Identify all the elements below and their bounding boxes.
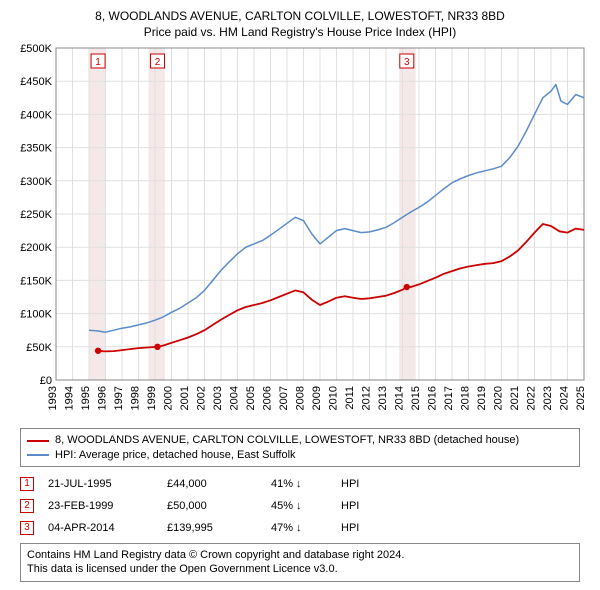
sale-date: 21-JUL-1995 xyxy=(48,478,153,490)
legend-label-hpi: HPI: Average price, detached house, East… xyxy=(55,448,296,462)
svg-text:2009: 2009 xyxy=(311,386,323,410)
svg-text:£500K: £500K xyxy=(20,44,52,55)
svg-text:1: 1 xyxy=(95,57,101,68)
svg-text:£100K: £100K xyxy=(20,309,52,321)
svg-text:2011: 2011 xyxy=(344,386,356,410)
sale-marker-icon: 3 xyxy=(20,521,34,535)
sales-row: 1 21-JUL-1995 £44,000 41%↓ HPI xyxy=(20,477,580,491)
svg-text:2022: 2022 xyxy=(526,386,538,410)
sale-price: £50,000 xyxy=(167,500,257,512)
legend-row: HPI: Average price, detached house, East… xyxy=(27,448,573,462)
svg-text:2010: 2010 xyxy=(328,386,340,410)
svg-text:2018: 2018 xyxy=(460,386,472,410)
sale-pct-value: 47% xyxy=(271,522,293,534)
footnote-line-1: Contains HM Land Registry data © Crown c… xyxy=(27,548,573,562)
svg-text:£400K: £400K xyxy=(20,110,52,122)
svg-text:2003: 2003 xyxy=(212,386,224,410)
svg-text:2001: 2001 xyxy=(179,386,191,410)
svg-text:£300K: £300K xyxy=(20,176,52,188)
svg-text:1998: 1998 xyxy=(130,386,142,410)
svg-text:£350K: £350K xyxy=(20,143,52,155)
sale-date: 23-FEB-1999 xyxy=(48,500,153,512)
svg-text:1996: 1996 xyxy=(97,386,109,410)
sale-price: £139,995 xyxy=(167,522,257,534)
sale-pct: 45%↓ xyxy=(271,500,327,512)
chart-container: 8, WOODLANDS AVENUE, CARLTON COLVILLE, L… xyxy=(0,0,600,590)
sales-table: 121-JUL-1995£44,00041%↓HPI223-FEB-1999£5… xyxy=(20,477,580,535)
svg-text:2002: 2002 xyxy=(196,386,208,410)
down-arrow-icon: ↓ xyxy=(296,478,302,490)
sale-pct: 41%↓ xyxy=(271,478,327,490)
svg-text:1993: 1993 xyxy=(47,386,59,410)
svg-text:1995: 1995 xyxy=(80,386,92,410)
svg-text:2021: 2021 xyxy=(509,386,521,410)
svg-text:2007: 2007 xyxy=(278,386,290,410)
sale-hpi-suffix: HPI xyxy=(341,500,359,512)
legend-box: 8, WOODLANDS AVENUE, CARLTON COLVILLE, L… xyxy=(20,428,580,467)
sales-row: 3 04-APR-2014 £139,995 47%↓ HPI xyxy=(20,521,580,535)
legend-row: 8, WOODLANDS AVENUE, CARLTON COLVILLE, L… xyxy=(27,433,573,447)
svg-text:2013: 2013 xyxy=(377,386,389,410)
chart-area: £0 £50K £100K £150K £200K £250K £300K £350K £400… xyxy=(10,44,590,422)
down-arrow-icon: ↓ xyxy=(296,522,302,534)
svg-text:2014: 2014 xyxy=(394,386,406,410)
svg-text:2000: 2000 xyxy=(163,386,175,410)
sale-price: £44,000 xyxy=(167,478,257,490)
chart-svg: £0 £50K £100K £150K £200K £250K £300K £350K £400… xyxy=(10,44,590,422)
svg-text:2015: 2015 xyxy=(410,386,422,410)
svg-text:2016: 2016 xyxy=(427,386,439,410)
legend-swatch-hpi xyxy=(27,454,49,456)
sales-row: 2 23-FEB-1999 £50,000 45%↓ HPI xyxy=(20,499,580,513)
title-line-2: Price paid vs. HM Land Registry's House … xyxy=(10,24,590,40)
svg-text:1997: 1997 xyxy=(113,386,125,410)
svg-text:£50K: £50K xyxy=(26,342,52,354)
legend-label-property: 8, WOODLANDS AVENUE, CARLTON COLVILLE, L… xyxy=(55,433,519,447)
svg-text:2005: 2005 xyxy=(245,386,257,410)
svg-text:2017: 2017 xyxy=(443,386,455,410)
footnote-line-2: This data is licensed under the Open Gov… xyxy=(27,562,573,576)
svg-text:2004: 2004 xyxy=(229,386,241,410)
svg-text:£250K: £250K xyxy=(20,209,52,221)
sale-date: 04-APR-2014 xyxy=(48,522,153,534)
svg-text:£450K: £450K xyxy=(20,77,52,89)
title-line-1: 8, WOODLANDS AVENUE, CARLTON COLVILLE, L… xyxy=(10,8,590,24)
sale-pct: 47%↓ xyxy=(271,522,327,534)
sale-marker-icon: 2 xyxy=(20,499,34,513)
svg-text:2006: 2006 xyxy=(262,386,274,410)
title-block: 8, WOODLANDS AVENUE, CARLTON COLVILLE, L… xyxy=(10,8,590,40)
svg-text:1999: 1999 xyxy=(146,386,158,410)
svg-text:2019: 2019 xyxy=(476,386,488,410)
legend-swatch-property xyxy=(27,440,49,442)
svg-text:2023: 2023 xyxy=(542,386,554,410)
svg-text:2008: 2008 xyxy=(295,386,307,410)
svg-text:2: 2 xyxy=(155,57,161,68)
svg-text:£200K: £200K xyxy=(20,243,52,255)
footnote-box: Contains HM Land Registry data © Crown c… xyxy=(20,543,580,582)
svg-text:2012: 2012 xyxy=(361,386,373,410)
svg-text:1994: 1994 xyxy=(64,386,76,410)
sale-pct-value: 45% xyxy=(271,500,293,512)
svg-text:2024: 2024 xyxy=(559,386,571,410)
sale-hpi-suffix: HPI xyxy=(341,478,359,490)
svg-text:£150K: £150K xyxy=(20,276,52,288)
sale-marker-icon: 1 xyxy=(20,477,34,491)
svg-text:2025: 2025 xyxy=(575,386,587,410)
svg-text:£0: £0 xyxy=(40,375,52,387)
sale-pct-value: 41% xyxy=(271,478,293,490)
svg-text:2020: 2020 xyxy=(493,386,505,410)
down-arrow-icon: ↓ xyxy=(296,500,302,512)
sale-hpi-suffix: HPI xyxy=(341,522,359,534)
svg-text:3: 3 xyxy=(404,57,410,68)
